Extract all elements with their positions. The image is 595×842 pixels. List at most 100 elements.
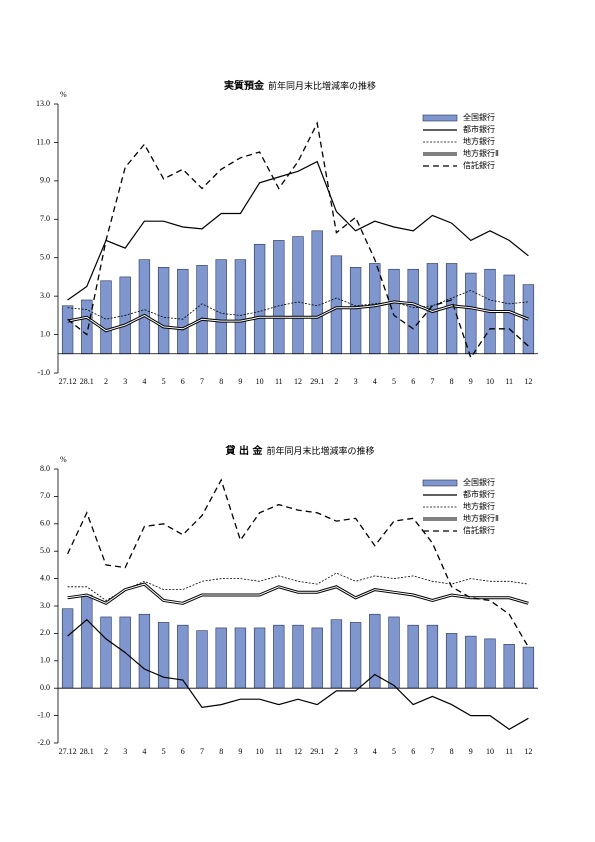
x-tick-label: 9: [238, 377, 242, 386]
y-tick-label: 7.0: [40, 214, 50, 223]
y-tick-label: 1.0: [40, 656, 50, 665]
legend-swatch: [422, 114, 458, 122]
x-tick-label: 7: [200, 377, 204, 386]
y-tick-label: 4.0: [40, 573, 50, 582]
bar: [196, 630, 208, 689]
bar: [369, 263, 381, 355]
bar: [426, 624, 439, 689]
bar: [273, 240, 285, 355]
line: [67, 572, 529, 601]
title-sub: 前年同月末比増減率の推移: [268, 80, 376, 92]
legend-label: 信託銀行: [463, 160, 495, 170]
bar: [253, 627, 266, 689]
y-tick-label: 5.0: [40, 253, 50, 262]
x-tick-label: 3: [123, 377, 127, 386]
line: [67, 478, 529, 648]
y-tick-label: 8.0: [40, 464, 50, 473]
title-sub: 前年同月末比増減率の推移: [266, 445, 374, 457]
bar: [253, 243, 266, 355]
line: [67, 160, 529, 301]
line: [67, 618, 529, 731]
bar: [349, 622, 362, 689]
x-tick-label: 28.1: [80, 377, 94, 386]
y-tick-label: 9.0: [40, 176, 50, 185]
y-tick-label: -2.0: [37, 738, 50, 747]
x-tick-label: 2: [104, 747, 108, 756]
y-tick-label: 7.0: [40, 491, 50, 500]
chart: 貸 出 金前年同月末比増減率の推移% -2.0 -1.0 0.0 1.0 2.0 3.0 4.…: [37, 444, 538, 756]
legend-label: 地方銀行Ⅱ: [463, 513, 499, 523]
legend-label: 都市銀行: [463, 489, 495, 499]
bar: [273, 624, 285, 689]
x-tick-label: 10: [486, 747, 494, 756]
x-tick-label: 6: [181, 747, 185, 756]
bar: [61, 608, 74, 689]
x-tick-label: 4: [142, 747, 146, 756]
y-tick-label: -1.0: [37, 368, 50, 377]
bar: [234, 259, 247, 355]
y-tick-label: 13.0: [36, 99, 50, 108]
x-tick-label: 7: [430, 377, 434, 386]
bar: [177, 624, 189, 689]
legend-label: 全国銀行: [463, 477, 495, 487]
x-tick-label: 4: [373, 747, 377, 756]
x-tick-label: 5: [392, 377, 396, 386]
x-tick-label: 29.1: [310, 377, 324, 386]
legend-label: 地方銀行: [463, 501, 495, 511]
x-tick-label: 12: [524, 747, 532, 756]
y-tick-label: 2.0: [40, 628, 50, 637]
title-main: 貸 出 金: [225, 444, 264, 457]
bar: [407, 268, 419, 355]
bar: [215, 259, 227, 355]
chart: 実質預金 前年同月末比増減率の推移% -1.0 1.0 3.0 5.0 7.0 9.0 11.0…: [36, 79, 538, 386]
bar: [522, 646, 535, 689]
bar: [407, 624, 419, 689]
bar: [138, 259, 151, 355]
x-tick-label: 4: [373, 377, 377, 386]
x-tick-label: 11: [275, 747, 283, 756]
x-tick-label: 3: [354, 747, 358, 756]
x-tick-label: 2: [334, 377, 338, 386]
y-tick-label: -1.0: [37, 710, 50, 719]
line: [67, 121, 529, 360]
legend-label: 全国銀行: [463, 112, 495, 122]
y-tick-label: 1.0: [40, 329, 50, 338]
x-tick-label: 2: [334, 747, 338, 756]
bar: [445, 263, 458, 355]
x-tick-label: 8: [450, 747, 454, 756]
x-tick-label: 28.1: [80, 747, 94, 756]
x-tick-label: 8: [219, 747, 223, 756]
title-main: 実質預金: [224, 79, 265, 92]
bar: [503, 644, 515, 689]
x-tick-label: 4: [142, 377, 146, 386]
bar: [292, 236, 304, 355]
x-tick-label: 27.12: [59, 747, 77, 756]
x-tick-label: 8: [219, 377, 223, 386]
x-tick-label: 6: [181, 377, 185, 386]
x-tick-label: 10: [256, 377, 264, 386]
bar: [100, 616, 112, 689]
bar: [465, 272, 477, 355]
bar: [311, 230, 323, 355]
bar: [330, 619, 343, 689]
bar: [81, 594, 93, 689]
chart-title: 貸 出 金前年同月末比増減率の推移: [225, 444, 375, 457]
x-tick-label: 6: [411, 377, 415, 386]
x-tick-label: 12: [524, 377, 532, 386]
x-tick-label: 11: [505, 377, 513, 386]
x-tick-label: 2: [104, 377, 108, 386]
legend-label: 信託銀行: [463, 525, 495, 535]
bar: [484, 638, 496, 689]
x-tick-label: 5: [162, 747, 166, 756]
chart-title: 実質預金 前年同月末比増減率の推移: [224, 79, 376, 92]
x-tick-label: 3: [354, 377, 358, 386]
x-tick-label: 12: [294, 747, 302, 756]
x-tick-label: 5: [392, 747, 396, 756]
y-tick-label: 3.0: [40, 601, 50, 610]
bar: [196, 265, 208, 355]
x-tick-label: 7: [430, 747, 434, 756]
legend-label: 地方銀行Ⅱ: [463, 148, 499, 158]
y-tick-label: 3.0: [40, 291, 50, 300]
bar: [465, 635, 477, 689]
